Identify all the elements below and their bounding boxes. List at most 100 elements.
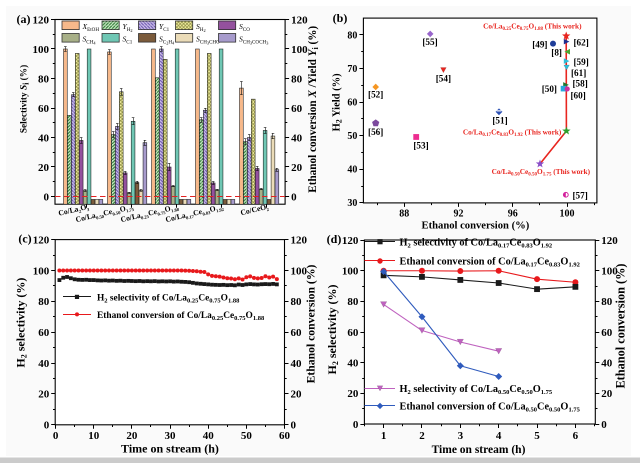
svg-text:40: 40 [38, 132, 50, 144]
svg-text:YH​2​: YH​2​ [123, 22, 133, 33]
svg-text:0: 0 [53, 430, 59, 442]
svg-text:20: 20 [291, 162, 303, 174]
svg-text:H2​ selectivity (%): H2​ selectivity (%) [325, 285, 340, 375]
svg-text:5: 5 [534, 430, 540, 442]
svg-text:Co/La0.50​Ce0.50​O1.75​ (This: Co/La0.50​Ce0.50​O1.75​ (This work) [492, 167, 591, 178]
svg-text:Co/La0.25​Ce0.75​O1.88​ (This: Co/La0.25​Ce0.75​O1.88​ (This work) [483, 21, 582, 32]
svg-text:6: 6 [573, 430, 579, 442]
svg-text:60: 60 [601, 327, 613, 339]
svg-text:[49]: [49] [532, 40, 547, 50]
svg-text:Co/La0.25​Ce0.75​O1.88​: Co/La0.25​Ce0.75​O1.88​ [120, 202, 181, 225]
svg-text:10: 10 [88, 430, 100, 442]
svg-text:XEtOH​: XEtOH​ [82, 22, 100, 33]
svg-text:[50]: [50] [542, 84, 557, 94]
svg-text:120: 120 [291, 234, 308, 246]
svg-text:SCH​3​CHO​: SCH​3​CHO​ [196, 35, 220, 46]
svg-text:20: 20 [38, 162, 50, 174]
svg-text:Co/La0.17​Ce0.83​O1.92​ (This: Co/La0.17​Ce0.83​O1.92​ (This work) [463, 128, 562, 139]
svg-text:60: 60 [291, 327, 303, 339]
svg-text:60: 60 [38, 103, 50, 115]
svg-text:80: 80 [347, 296, 359, 308]
svg-text:[61]: [61] [571, 68, 586, 78]
svg-text:H2​ selectivity of Co/La0.17​C: H2​ selectivity of Co/La0.17​Ce0.83​O1.9… [400, 237, 553, 249]
svg-text:60: 60 [347, 97, 357, 108]
svg-text:(a): (a) [17, 12, 31, 26]
svg-text:H2​ selectivity (%): H2​ selectivity (%) [14, 278, 29, 368]
svg-text:100: 100 [33, 265, 50, 277]
svg-text:Ethanol conversion (%): Ethanol conversion (%) [614, 263, 628, 388]
svg-text:SC1​: SC1​ [123, 35, 133, 46]
svg-text:100: 100 [342, 266, 359, 278]
svg-text:[51]: [51] [492, 116, 507, 126]
svg-text:40: 40 [38, 358, 50, 370]
svg-text:Ethanol conversion of Co/La0.1: Ethanol conversion of Co/La0.17​Ce0.83​O… [400, 257, 580, 269]
svg-text:100: 100 [291, 265, 308, 277]
svg-text:20: 20 [38, 389, 50, 401]
svg-text:(c): (c) [18, 232, 31, 246]
svg-text:[56]: [56] [368, 127, 383, 137]
svg-text:[62]: [62] [574, 38, 589, 48]
svg-text:Ethanol conversion (%): Ethanol conversion (%) [422, 220, 530, 231]
svg-text:80: 80 [38, 73, 50, 85]
svg-text:[60]: [60] [571, 91, 586, 101]
svg-text:H2​ Yield (%): H2​ Yield (%) [332, 73, 344, 132]
svg-text:[57]: [57] [573, 191, 588, 201]
svg-text:SCO​: SCO​ [239, 22, 250, 33]
svg-text:[58]: [58] [573, 79, 588, 89]
svg-text:3: 3 [458, 430, 464, 442]
svg-text:60: 60 [38, 327, 50, 339]
svg-text:30: 30 [347, 198, 357, 209]
svg-text:0: 0 [44, 420, 50, 432]
svg-text:Ethanol conversion of Co/La0.5: Ethanol conversion of Co/La0.50​Ce0.50​O… [400, 402, 581, 414]
svg-text:0: 0 [601, 419, 607, 431]
svg-text:80: 80 [291, 296, 303, 308]
svg-text:60: 60 [347, 327, 359, 339]
svg-text:[54]: [54] [436, 74, 451, 84]
svg-text:20: 20 [601, 388, 613, 400]
svg-text:Co/La0.50​Ce0.50​O1.75​: Co/La0.50​Ce0.50​O1.75​ [75, 202, 136, 225]
svg-text:20: 20 [347, 388, 359, 400]
svg-text:[8]: [8] [551, 48, 562, 58]
svg-text:H2​ selectivity of Co/La0.25​C: H2​ selectivity of Co/La0.25​Ce0.75​O1.8… [97, 293, 240, 304]
svg-text:Ethanol conversion of Co/La0.2: Ethanol conversion of Co/La0.25​Ce0.75​O… [97, 311, 265, 322]
svg-text:2: 2 [419, 430, 425, 442]
svg-text:Time on stream (h): Time on stream (h) [432, 444, 526, 456]
svg-text:80: 80 [38, 296, 50, 308]
svg-text:SH​2​: SH​2​ [196, 22, 206, 33]
svg-text:96: 96 [508, 209, 518, 220]
svg-text:SCH​3​COCH​3​: SCH​3​COCH​3​ [239, 35, 268, 46]
svg-text:120: 120 [33, 14, 50, 26]
svg-text:80: 80 [291, 73, 303, 85]
svg-text:0: 0 [291, 420, 297, 432]
svg-text:YC1​: YC1​ [159, 22, 170, 33]
svg-text:30: 30 [165, 430, 177, 442]
svg-text:[53]: [53] [413, 140, 428, 150]
svg-text:88: 88 [399, 209, 409, 220]
svg-text:120: 120 [291, 14, 308, 26]
svg-text:80: 80 [601, 296, 613, 308]
svg-text:0: 0 [44, 191, 50, 203]
svg-text:[52]: [52] [368, 90, 383, 100]
svg-text:100: 100 [601, 266, 618, 278]
svg-text:0: 0 [291, 191, 297, 203]
svg-text:100: 100 [291, 44, 308, 56]
svg-text:40: 40 [601, 358, 613, 370]
svg-text:60: 60 [291, 103, 303, 115]
svg-text:120: 120 [601, 235, 618, 247]
svg-text:60: 60 [279, 430, 291, 442]
svg-text:Ethanol conversion (%): Ethanol conversion (%) [305, 264, 318, 383]
svg-text:40: 40 [347, 358, 359, 370]
svg-text:0: 0 [353, 419, 359, 431]
svg-text:40: 40 [347, 165, 357, 176]
svg-text:92: 92 [454, 209, 464, 220]
svg-text:1: 1 [381, 430, 387, 442]
svg-text:SCH​4​: SCH​4​ [83, 35, 97, 46]
svg-text:80: 80 [347, 30, 357, 41]
svg-text:H2​ selectivity of Co/La0.50​C: H2​ selectivity of Co/La0.50​Ce0.50​O1.7… [400, 384, 553, 396]
svg-text:Selectivity Si​ (%): Selectivity Si​ (%) [19, 65, 31, 133]
svg-text:[59]: [59] [574, 57, 589, 67]
svg-text:100: 100 [560, 209, 575, 220]
svg-text:70: 70 [347, 64, 357, 75]
svg-text:(d): (d) [327, 232, 342, 246]
svg-text:120: 120 [33, 234, 50, 246]
